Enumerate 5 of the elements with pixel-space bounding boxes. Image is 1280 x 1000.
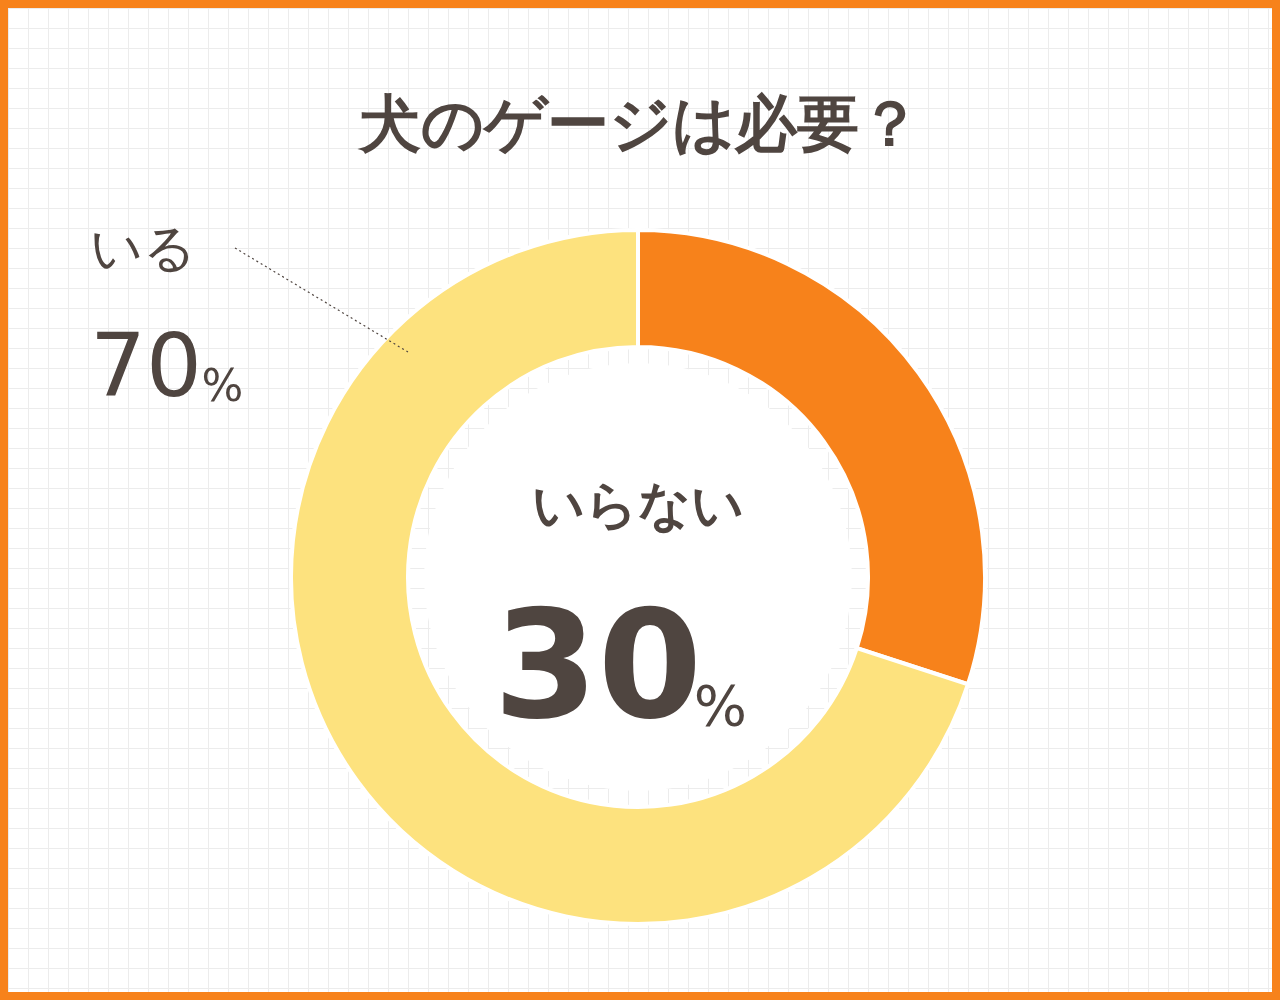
slice-label: いらない [532,475,744,535]
data-label: 30% [493,578,748,752]
data-label: 70% [90,314,244,417]
chart-title: 犬のゲージは必要？ [357,87,921,160]
slice-label: いる [90,218,196,278]
